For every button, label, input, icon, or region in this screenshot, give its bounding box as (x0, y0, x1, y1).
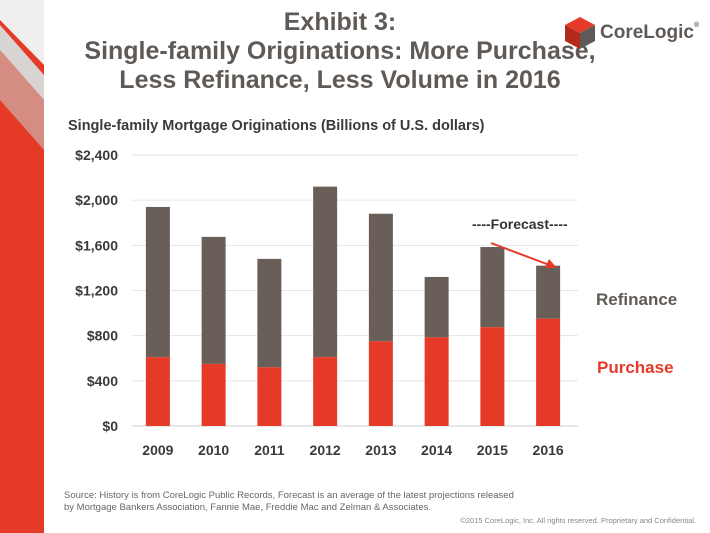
left-top-light-shape (0, 0, 44, 65)
chart-title: Single-family Mortgage Originations (Bil… (68, 118, 485, 134)
bar-purchase-2010 (201, 363, 226, 426)
source-note: Source: History is from CoreLogic Public… (64, 490, 584, 514)
y-tick-label: $800 (87, 328, 118, 344)
source-line-2: by Mortgage Bankers Association, Fannie … (64, 502, 431, 513)
x-tick-label: 2011 (254, 442, 285, 458)
bar-refinance-2016 (536, 265, 561, 319)
bar-refinance-2010 (201, 236, 226, 364)
bars (145, 186, 561, 426)
title-line-1: Exhibit 3: (283, 8, 397, 36)
bar-purchase-2014 (424, 337, 449, 426)
x-tick-label: 2010 (198, 442, 229, 458)
slide-title: Exhibit 3: Single-family Originations: M… (60, 8, 620, 95)
bar-purchase-2016 (536, 318, 561, 426)
title-line-3: Less Refinance, Less Volume in 2016 (119, 66, 561, 94)
left-gray-shadow (0, 50, 44, 150)
forecast-arrow-head (545, 259, 557, 268)
legend-purchase: Purchase (597, 358, 674, 377)
y-tick-label: $2,400 (75, 147, 118, 163)
x-tick-label: 2013 (365, 442, 396, 458)
bar-refinance-2012 (313, 186, 338, 358)
left-gray-stripe (0, 25, 44, 100)
bar-purchase-2015 (480, 327, 505, 426)
bar-purchase-2011 (257, 367, 282, 426)
copyright-notice: ©2015 CoreLogic, Inc. All rights reserve… (460, 516, 696, 525)
bar-refinance-2009 (145, 206, 170, 358)
y-tick-label: $1,200 (75, 283, 118, 299)
bar-refinance-2011 (257, 258, 282, 368)
forecast-arrow-line (490, 242, 553, 267)
logo-registered-mark: ® (693, 22, 700, 29)
x-tick-label: 2014 (421, 442, 452, 458)
x-tick-label: 2012 (310, 442, 341, 458)
bar-purchase-2013 (368, 341, 393, 426)
x-tick-label: 2015 (477, 442, 508, 458)
bar-refinance-2013 (368, 213, 393, 342)
grid-lines (132, 154, 578, 427)
logo-wordmark: CoreLogic® (600, 22, 699, 44)
x-axis-tick-labels: 2009 2010 2011 2012 2013 2014 2015 2016 (142, 442, 564, 458)
corelogic-logo: CoreLogic® (564, 16, 699, 52)
title-line-2: Single-family Originations: More Purchas… (84, 37, 596, 65)
legend-refinance: Refinance (596, 290, 678, 309)
y-tick-label: $0 (102, 418, 118, 434)
y-tick-label: $2,000 (75, 192, 118, 208)
y-tick-label: $1,600 (75, 237, 118, 253)
bar-purchase-2012 (313, 357, 338, 426)
x-tick-label: 2009 (142, 442, 173, 458)
y-axis-tick-labels: $0 $400 $800 $1,200 $1,600 $2,000 $2,400 (75, 147, 118, 434)
corelogic-cube-icon (565, 17, 595, 49)
source-line-1: Source: History is from CoreLogic Public… (64, 490, 514, 501)
logo-text: CoreLogic (600, 22, 694, 43)
forecast-annotation: ----Forecast---- (472, 216, 568, 232)
bar-refinance-2015 (480, 247, 505, 328)
y-tick-label: $400 (87, 373, 118, 389)
x-tick-label: 2016 (533, 442, 564, 458)
bar-refinance-2014 (424, 276, 449, 338)
bar-purchase-2009 (145, 357, 170, 426)
